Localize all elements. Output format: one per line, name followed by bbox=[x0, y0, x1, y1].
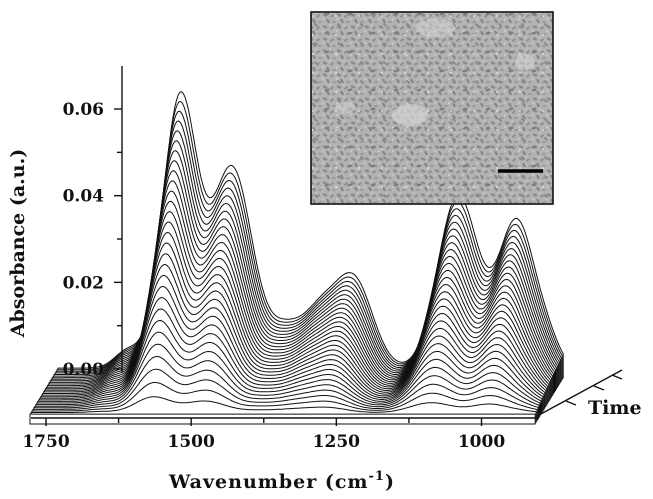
spectrum-line bbox=[29, 413, 536, 425]
depth-axis-label: Time bbox=[588, 397, 642, 419]
inset-micrograph bbox=[310, 11, 554, 205]
x-tick-label: 1750 bbox=[22, 432, 69, 452]
y-tick-label: 0.06 bbox=[63, 100, 104, 120]
y-axis-title: Absorbance (a.u.) bbox=[7, 149, 29, 338]
y-tick-label: 0.02 bbox=[63, 273, 104, 293]
x-tick-label: 1000 bbox=[458, 432, 505, 452]
x-tick-label: 1500 bbox=[168, 432, 215, 452]
depth-tick bbox=[611, 374, 623, 380]
x-axis-title-close: ) bbox=[385, 471, 395, 493]
spectra-group bbox=[29, 91, 564, 425]
y-ticks: 0.00 0.02 0.04 0.06 bbox=[63, 100, 122, 380]
x-axis-title-text: Wavenumber (cm bbox=[168, 471, 369, 493]
y-tick-label: 0.00 bbox=[63, 360, 105, 380]
depth-tick bbox=[593, 385, 605, 391]
x-tick-label: 1250 bbox=[313, 432, 360, 452]
depth-tick bbox=[565, 400, 577, 406]
x-axis-title: Wavenumber (cm-1) bbox=[168, 469, 395, 493]
x-ticks: 1750 1500 1250 1000 bbox=[22, 418, 505, 452]
x-axis-title-sup: -1 bbox=[369, 469, 385, 484]
y-tick-label: 0.04 bbox=[63, 187, 105, 207]
depth-axis bbox=[538, 369, 623, 416]
